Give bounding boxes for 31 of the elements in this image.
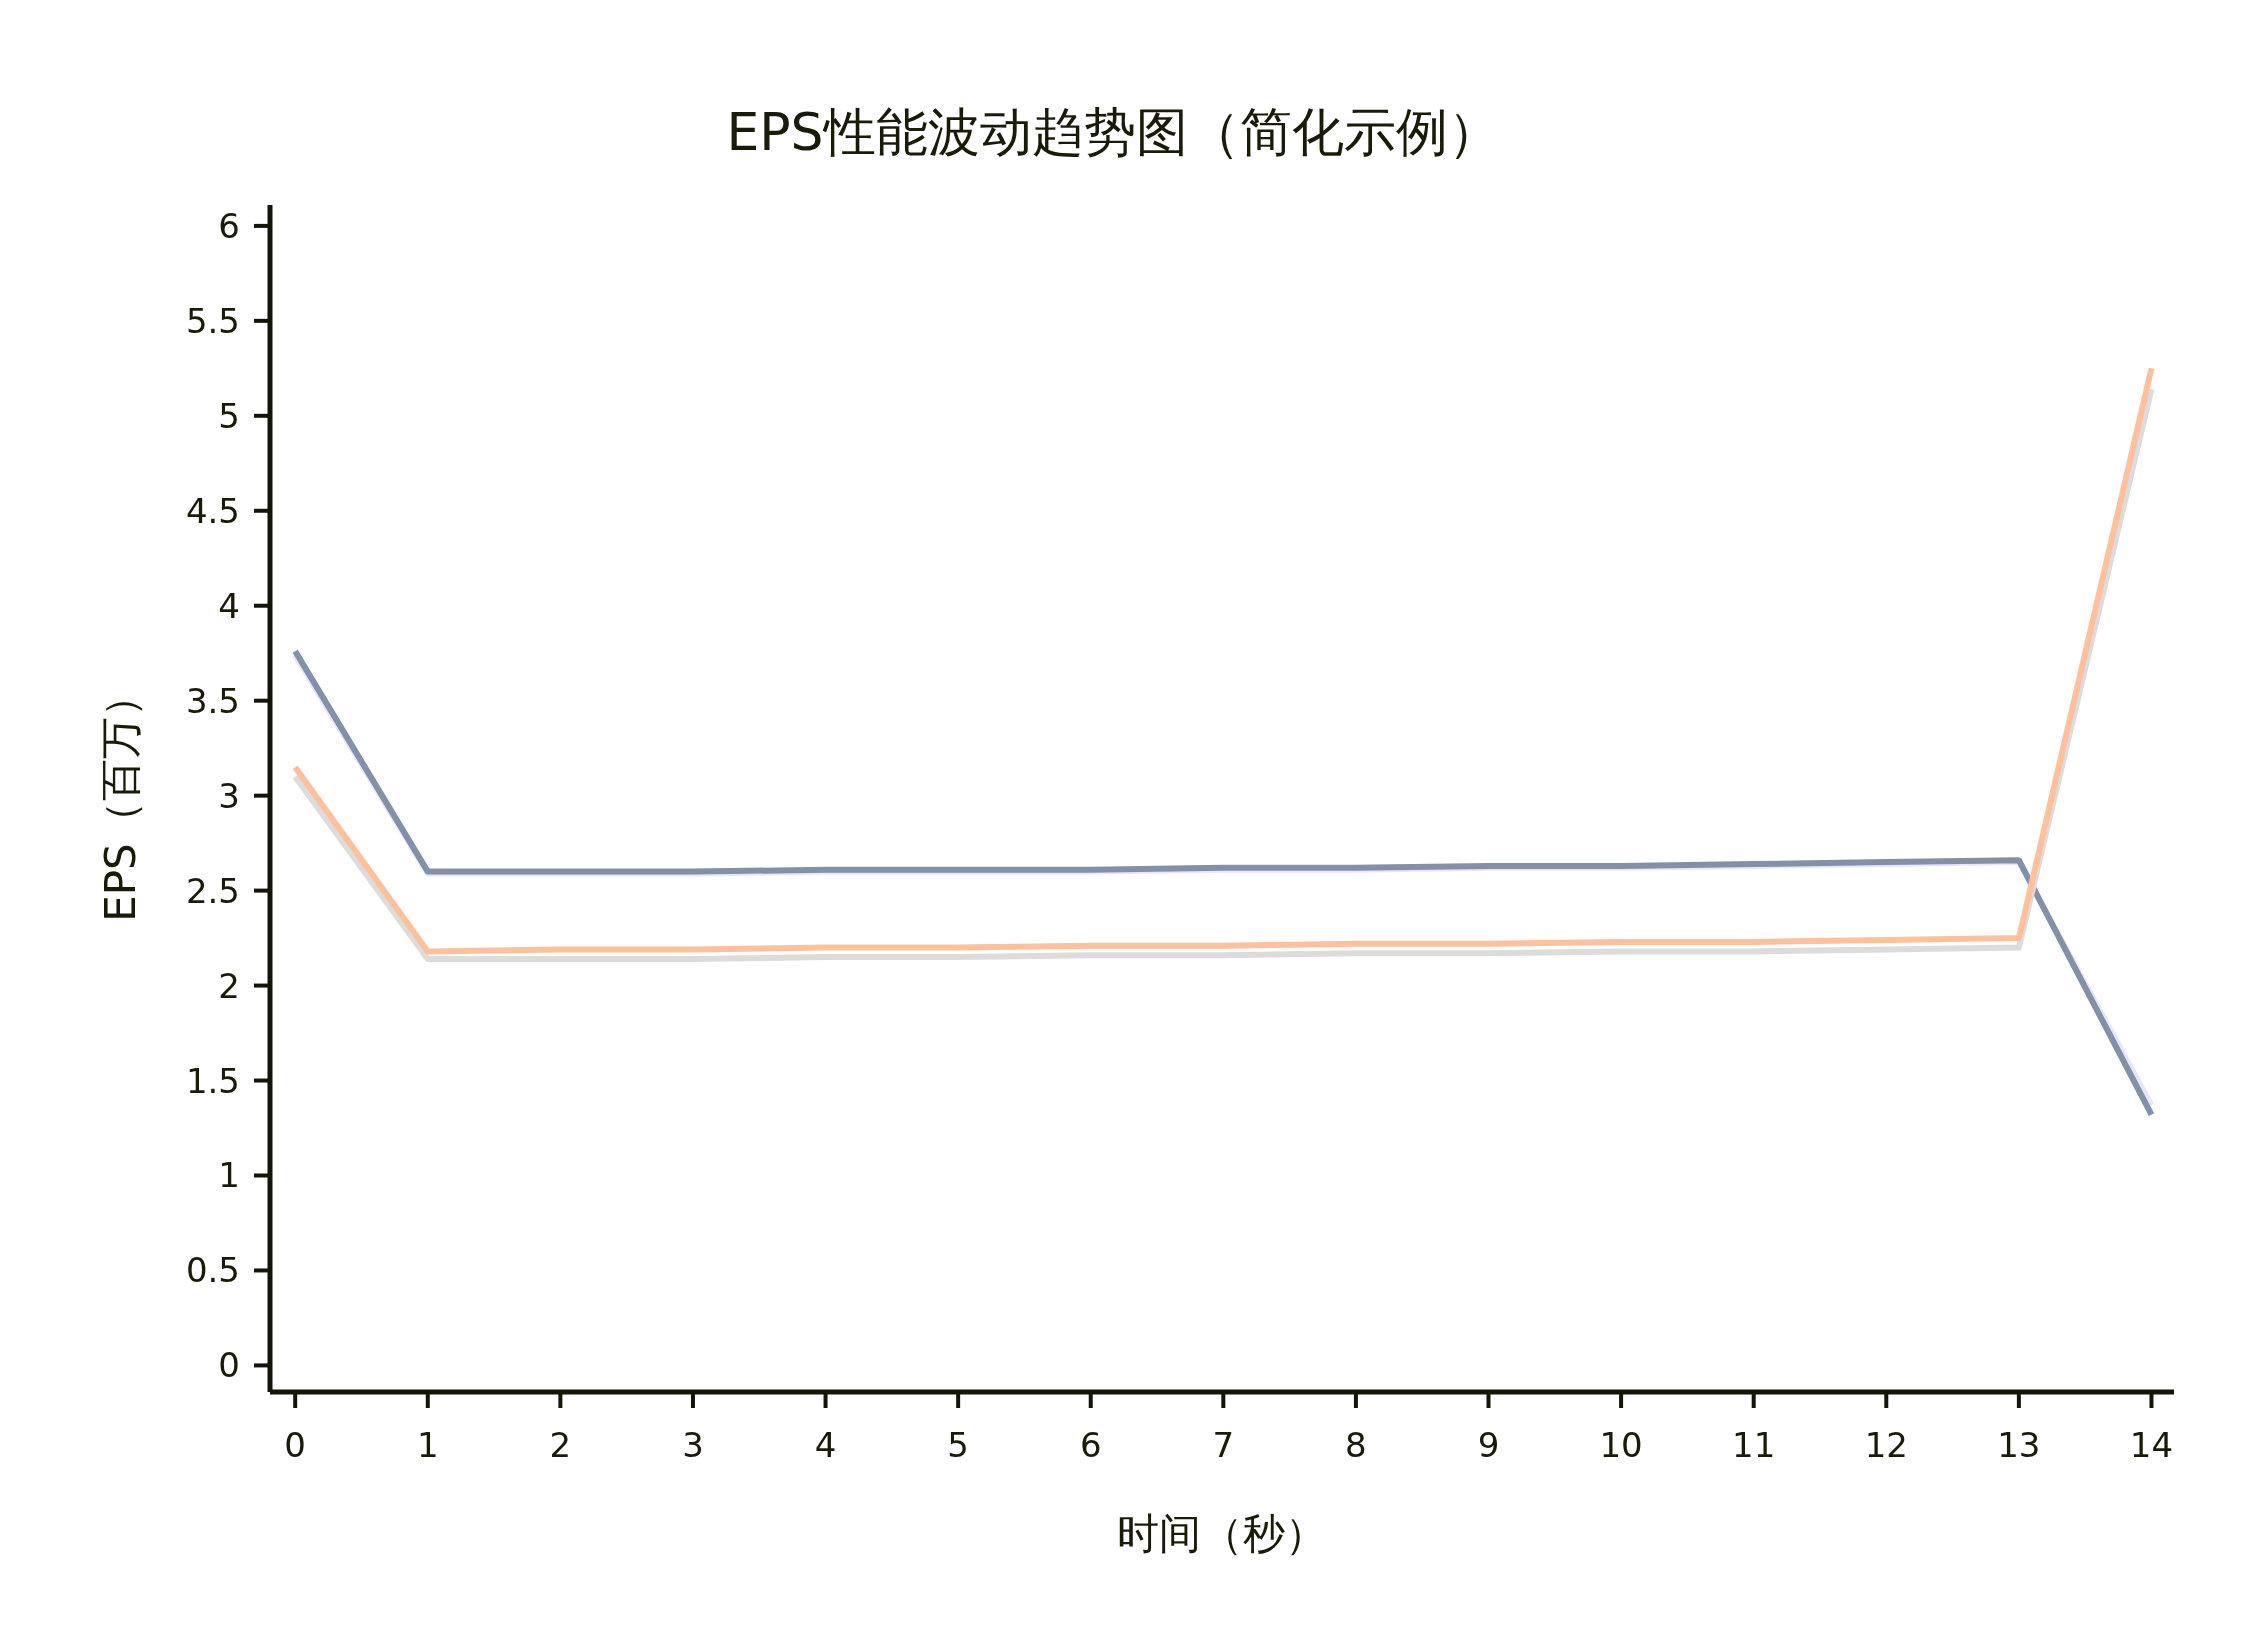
y-tick-label: 5.5 [185, 300, 240, 341]
y-tick-label: 2.5 [185, 870, 240, 911]
x-tick-label: 7 [1212, 1425, 1235, 1465]
x-tick-label: 4 [814, 1425, 837, 1465]
x-tick-label: 9 [1477, 1425, 1500, 1465]
x-tick-label: 14 [2129, 1425, 2174, 1465]
x-tick-label: 0 [284, 1425, 307, 1465]
x-tick-label: 10 [1599, 1425, 1643, 1465]
y-tick-label: 4.5 [185, 490, 240, 531]
x-tick-label: 1 [416, 1425, 439, 1465]
y-tick-label: 1.5 [185, 1060, 240, 1101]
x-tick-label: 6 [1079, 1425, 1102, 1465]
x-tick-label: 3 [682, 1425, 704, 1465]
x-tick-label: 13 [1997, 1425, 2041, 1465]
x-tick-label: 8 [1345, 1425, 1367, 1465]
y-tick-label: 0.5 [185, 1250, 240, 1291]
y-tick-label: 1 [218, 1155, 240, 1196]
x-tick-label: 11 [1732, 1425, 1776, 1465]
x-tick-label: 12 [1864, 1425, 1908, 1465]
y-tick-label: 6 [218, 205, 240, 246]
y-tick-label: 3.5 [185, 680, 240, 721]
x-tick-label: 2 [549, 1425, 572, 1465]
x-axis-title: 时间（秒） [1117, 1509, 1327, 1558]
chart-title: EPS性能波动趋势图（简化示例） [726, 102, 1500, 162]
y-tick-label: 2 [218, 965, 240, 1006]
y-tick-label: 4 [218, 585, 240, 626]
x-tick-label: 5 [947, 1425, 969, 1465]
y-axis-title: EPS（百万） [96, 675, 145, 922]
y-tick-label: 3 [218, 775, 240, 816]
y-tick-label: 5 [218, 395, 240, 436]
y-tick-label: 0 [218, 1345, 240, 1386]
